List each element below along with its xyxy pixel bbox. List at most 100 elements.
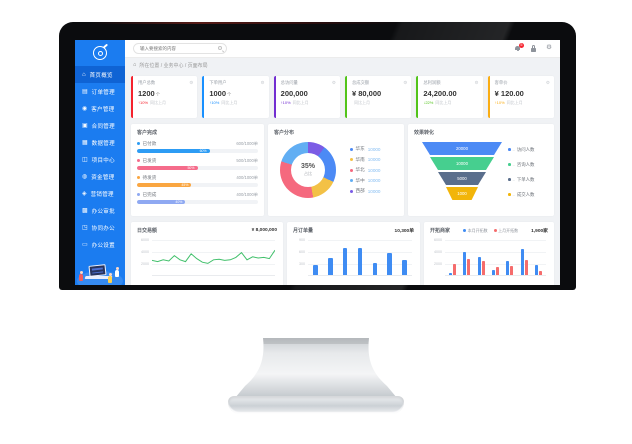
progress-value: 400/1000单 [236, 191, 258, 197]
sidebar-item-label: 客户管理 [91, 106, 115, 113]
grouped-legend-item-1[interactable]: 上月开拓数 [493, 228, 518, 234]
kpi-unit: 个 [155, 91, 160, 97]
sidebar-item-approvals[interactable]: ▩ 办公审批 [75, 202, 125, 219]
panel-funnel-title: 效果转化 [414, 130, 435, 136]
sidebar-item-settings[interactable]: ▭ 办公设置 [75, 236, 125, 253]
kpi-unit: 个 [227, 91, 232, 97]
sidebar-item-label: 营销管理 [90, 191, 114, 198]
legend-value: 10000 [367, 178, 381, 184]
kpi-compare: ↑10% 同比上月 [495, 100, 550, 106]
group-bar [524, 260, 528, 275]
grouped-series [445, 240, 546, 275]
donut-wrap: 35% 占比 华东 10000 华南 10000 华北 10000 华中 10000 西部 100… [274, 142, 398, 198]
donut-legend-item-3[interactable]: 华中 10000 [350, 176, 380, 187]
logo-wrap[interactable] [75, 40, 125, 66]
panel-donut-title: 客户分布 [274, 130, 295, 136]
sidebar-item-label: 办公设置 [91, 242, 115, 249]
legend-dot [350, 158, 353, 162]
kpi-value: 24,200.00 [423, 88, 457, 98]
legend-label: 西部 [355, 188, 365, 194]
sidebar-item-projects[interactable]: ◫ 项目中心 [75, 151, 125, 168]
panel-donut: 客户分布 35% 占比 华东 10000 华南 10000 华北 10000 华中 10000… [268, 124, 404, 216]
legend-label: 华中 [355, 177, 365, 183]
progress-label: 已付款 [142, 140, 157, 146]
funnel-label-dot [508, 193, 511, 196]
panel-grouped: 开拓商家 本月开拓数 上月开拓数 1,900家 6000 4000 2000 [424, 222, 554, 285]
group-bar [448, 272, 452, 275]
gear-icon[interactable]: ⚙ [546, 44, 552, 52]
legend-dot [350, 179, 353, 183]
search-icon[interactable] [218, 46, 222, 51]
lock-icon[interactable] [530, 45, 537, 52]
group-bar [510, 266, 514, 275]
y-axis-label: 4000 [434, 250, 442, 254]
bar-group-3 [491, 267, 499, 275]
group-bar [495, 267, 499, 275]
progress-dot [137, 159, 140, 162]
sidebar-item-label: 合同管理 [91, 123, 115, 130]
sidebar-item-collaboration[interactable]: ◳ 协同办公 [75, 219, 125, 236]
progress-label: 已完成 [142, 191, 157, 197]
kpi-value: 1000个 [209, 88, 232, 98]
notification-badge: 5 [518, 42, 525, 48]
panel-progress-title: 客户完成 [137, 130, 158, 136]
progress-row-3: 已完成 400/1000单 40% [137, 191, 258, 204]
kpi-compare-label: 同比上月 [353, 100, 370, 105]
panel-grouped-title: 开拓商家 [430, 228, 451, 234]
donut-legend: 华东 10000 华南 10000 华北 10000 华中 10000 西部 10000 [350, 144, 380, 198]
monitor-base [228, 396, 404, 414]
sidebar-illustration [75, 251, 125, 285]
grid-line [152, 264, 275, 265]
kpi-gear-icon[interactable]: ⚙ [331, 80, 336, 85]
topbar-icons: 5 ⚙ [515, 42, 552, 52]
kpi-value: ¥ 120.00 [494, 88, 524, 98]
donut-legend-item-0[interactable]: 华东 10000 [350, 144, 380, 155]
donut-legend-item-1[interactable]: 华南 10000 [350, 155, 380, 166]
sidebar-item-orders[interactable]: ▤ 订单管理 [75, 83, 125, 100]
bar-5 [387, 253, 392, 275]
kpi-gear-icon[interactable]: ⚙ [403, 80, 408, 85]
kpi-card-4: 总利润额 ⚙ 24,200.00 ↓22% 同比上月 [416, 76, 483, 118]
progress-dot [137, 142, 140, 145]
group-bar [452, 263, 456, 275]
kpi-gear-icon[interactable]: ⚙ [189, 80, 194, 85]
bar-6 [402, 260, 407, 275]
kpi-card-3: 总成交额 ⚙ ¥ 80,000 同比上月 [344, 76, 412, 118]
kpi-gear-icon[interactable]: ⚙ [545, 80, 550, 85]
donut-legend-item-2[interactable]: 华北 10000 [350, 165, 380, 176]
donut-legend-item-4[interactable]: 西部 10000 [350, 186, 380, 197]
funnel-step-0: 20000 [422, 142, 502, 155]
contracts-icon: ▣ [82, 122, 88, 129]
group-bar [491, 269, 495, 275]
grid-line [152, 240, 275, 241]
funnel-label-text: 下单人数 [516, 176, 535, 182]
sidebar-item-home[interactable]: ⌂ 首页概览 [75, 66, 125, 83]
person-figure [79, 271, 83, 281]
marketing-icon: ◈ [82, 190, 87, 197]
sidebar-item-marketing[interactable]: ◈ 营销管理 [75, 185, 125, 202]
progress-track: 50% [137, 165, 258, 170]
sidebar-item-finance[interactable]: ◍ 资金管理 [75, 168, 125, 185]
grouped-bar-chart: 6000 4000 2000 [430, 238, 548, 278]
grid-line [152, 252, 275, 253]
sidebar-item-contracts[interactable]: ▣ 合同管理 [75, 117, 125, 134]
bell-icon[interactable]: 5 [515, 42, 525, 52]
sidebar-item-label: 项目中心 [91, 157, 115, 164]
search-input[interactable] [134, 46, 212, 51]
kpi-label: 客单价 [494, 80, 508, 85]
sidebar-item-data[interactable]: ▦ 数据管理 [75, 134, 125, 151]
kpi-delta: ↑10% [494, 100, 505, 105]
kpi-gear-icon[interactable]: ⚙ [260, 80, 265, 85]
panel-bars: 月订单量 10,300单 900 600 300 [287, 222, 420, 285]
grouped-legend-item-0[interactable]: 本月开拓数 [463, 228, 488, 234]
funnel-label-dot [508, 178, 511, 181]
breadcrumb-home-icon[interactable]: ⌂ [133, 62, 137, 68]
bezel-red-rim [90, 22, 401, 24]
legend-dot [350, 189, 353, 193]
bar-group-5 [520, 248, 528, 275]
home-icon: ⌂ [82, 71, 86, 78]
kpi-gear-icon[interactable]: ⚙ [474, 80, 479, 85]
data-icon: ▦ [82, 139, 88, 146]
person-figure [115, 267, 119, 277]
sidebar-item-customers[interactable]: ◉ 客户管理 [75, 100, 125, 117]
